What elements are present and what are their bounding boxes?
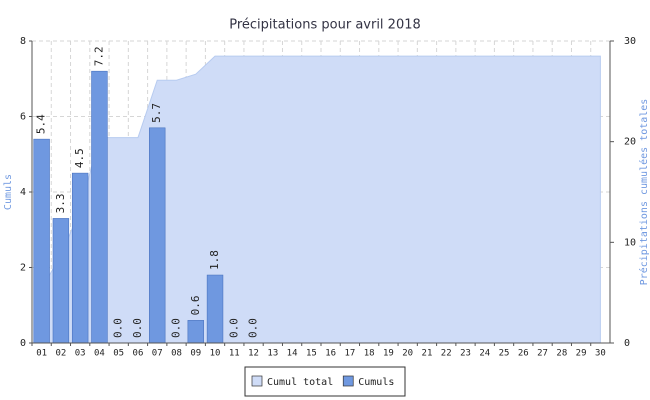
value-label: 7.2 xyxy=(92,46,105,66)
value-label: 5.7 xyxy=(150,103,163,123)
value-label: 0.6 xyxy=(189,295,202,315)
y-tick-label: 0 xyxy=(20,338,26,349)
x-tick-label: 18 xyxy=(364,349,375,359)
y-tick-label: 4 xyxy=(20,187,26,198)
x-tick-label: 10 xyxy=(210,349,221,359)
legend-swatch xyxy=(342,375,354,387)
x-tick-label: 09 xyxy=(190,349,201,359)
x-tick-label: 20 xyxy=(402,349,413,359)
value-label: 0.0 xyxy=(247,318,260,338)
x-tick-label: 24 xyxy=(479,349,490,359)
x-tick-label: 08 xyxy=(171,349,182,359)
value-label: 3.3 xyxy=(54,194,67,214)
value-label: 0.0 xyxy=(170,318,183,338)
value-label: 0.0 xyxy=(227,318,240,338)
value-label: 0.0 xyxy=(131,318,144,338)
x-tick-label: 12 xyxy=(248,349,259,359)
x-tick-label: 14 xyxy=(287,349,298,359)
value-label: 1.8 xyxy=(208,250,221,270)
x-tick-label: 03 xyxy=(75,349,86,359)
x-tick-label: 28 xyxy=(556,349,567,359)
y2-axis-title: Précipitations cumulées totales xyxy=(638,99,650,286)
legend-label: Cumuls xyxy=(358,377,394,388)
legend: Cumul total Cumuls xyxy=(244,366,406,397)
chart-title: Précipitations pour avril 2018 xyxy=(229,18,421,33)
legend-swatch xyxy=(251,375,263,387)
x-tick-label: 26 xyxy=(518,349,529,359)
y-tick-label: 6 xyxy=(20,112,26,123)
y2-tick-label: 20 xyxy=(624,137,636,148)
x-tick-label: 16 xyxy=(325,349,336,359)
x-tick-label: 01 xyxy=(36,349,47,359)
bar xyxy=(52,218,70,344)
x-tick-label: 06 xyxy=(133,349,144,359)
x-tick-label: 05 xyxy=(113,349,124,359)
x-tick-label: 23 xyxy=(460,349,471,359)
legend-box xyxy=(244,366,406,397)
x-tick-label: 04 xyxy=(94,349,105,359)
x-tick-label: 29 xyxy=(576,349,587,359)
y-tick-label: 2 xyxy=(20,263,26,274)
x-tick-label: 07 xyxy=(152,349,163,359)
x-tick-label: 19 xyxy=(383,349,394,359)
bar xyxy=(33,138,50,344)
legend-label: Cumul total xyxy=(267,377,333,388)
y2-tick-label: 0 xyxy=(624,338,630,349)
x-tick-label: 30 xyxy=(595,349,606,359)
x-tick-label: 17 xyxy=(344,349,355,359)
area xyxy=(41,55,601,344)
value-label: 0.0 xyxy=(112,318,125,338)
value-label: 4.5 xyxy=(73,148,86,168)
x-tick-label: 13 xyxy=(267,349,278,359)
y-axis-title: Cumuls xyxy=(3,174,14,210)
x-tick-label: 27 xyxy=(537,349,548,359)
y-tick-label: 8 xyxy=(20,36,26,47)
x-tick-label: 02 xyxy=(55,349,66,359)
bar xyxy=(91,70,108,344)
x-tick-label: 25 xyxy=(499,349,510,359)
bar xyxy=(206,274,224,344)
x-tick-label: 21 xyxy=(422,349,433,359)
x-tick-label: 11 xyxy=(229,349,240,359)
x-tick-label: 15 xyxy=(306,349,317,359)
value-label: 5.4 xyxy=(35,114,48,134)
y2-tick-label: 10 xyxy=(624,237,636,248)
bar xyxy=(71,172,89,344)
y2-tick-label: 30 xyxy=(624,36,636,47)
x-tick-label: 22 xyxy=(441,349,452,359)
bar xyxy=(149,127,166,344)
bar xyxy=(187,320,204,344)
